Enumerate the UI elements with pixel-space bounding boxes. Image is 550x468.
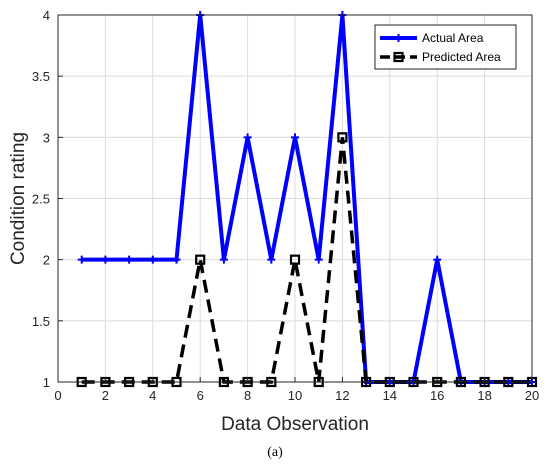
y-tick-label: 4 (43, 8, 50, 23)
x-tick-label: 10 (288, 388, 302, 403)
data-point-actual-area (219, 255, 228, 264)
data-point-actual-area (172, 255, 181, 264)
data-point-predicted-area (337, 132, 348, 143)
grid (57, 14, 533, 383)
data-point-actual-area (101, 255, 110, 264)
data-point-actual-area (125, 255, 134, 264)
y-tick-label: 3 (43, 130, 50, 145)
legend-marker-glyph (394, 34, 403, 42)
data-point-predicted-area (195, 254, 206, 265)
legend-marker-glyph (393, 51, 404, 63)
x-tick-label: 12 (335, 388, 349, 403)
y-tick-label: 3.5 (32, 69, 50, 84)
x-tick-label: 18 (477, 388, 491, 403)
y-tick-label: 2.5 (32, 192, 50, 207)
data-point-actual-area (433, 255, 442, 264)
data-point-actual-area (148, 255, 157, 264)
x-tick-label: 4 (149, 388, 156, 403)
x-tick-label: 2 (102, 388, 109, 403)
data-point-actual-area (291, 133, 299, 142)
legend-label-actual-area: Actual Area (422, 31, 484, 45)
x-tick-label: 20 (525, 388, 539, 403)
data-point-predicted-area (289, 254, 301, 265)
y-tick-label: 2 (43, 253, 50, 268)
data-point-actual-area (243, 133, 252, 142)
x-axis-title: Data Observation (221, 414, 369, 435)
y-tick-label: 1.5 (32, 314, 50, 329)
figure-caption: (a) (267, 445, 283, 460)
data-point-actual-area (314, 255, 323, 264)
ticks: 0 2 4 6 8 10 12 14 16 18 20 1 1.5 2 2.5 3 3.5 4 (32, 8, 539, 403)
y-axis-title: Condition rating (8, 132, 29, 265)
x-tick-label: 8 (244, 388, 251, 403)
legend-marker-actual-area (394, 34, 403, 42)
x-tick-label: 14 (383, 388, 397, 403)
legend-label-predicted-area: Predicted Area (422, 50, 501, 64)
x-tick-label: 6 (197, 388, 204, 403)
y-tick-label: 1 (43, 375, 50, 390)
x-tick-label: 0 (54, 388, 61, 403)
legend: Actual Area Predicted Area (374, 24, 517, 70)
legend-marker-predicted-area (393, 51, 404, 63)
x-tick-label: 16 (430, 388, 444, 403)
data-point-actual-area (77, 255, 86, 264)
data-point-actual-area (267, 255, 276, 264)
